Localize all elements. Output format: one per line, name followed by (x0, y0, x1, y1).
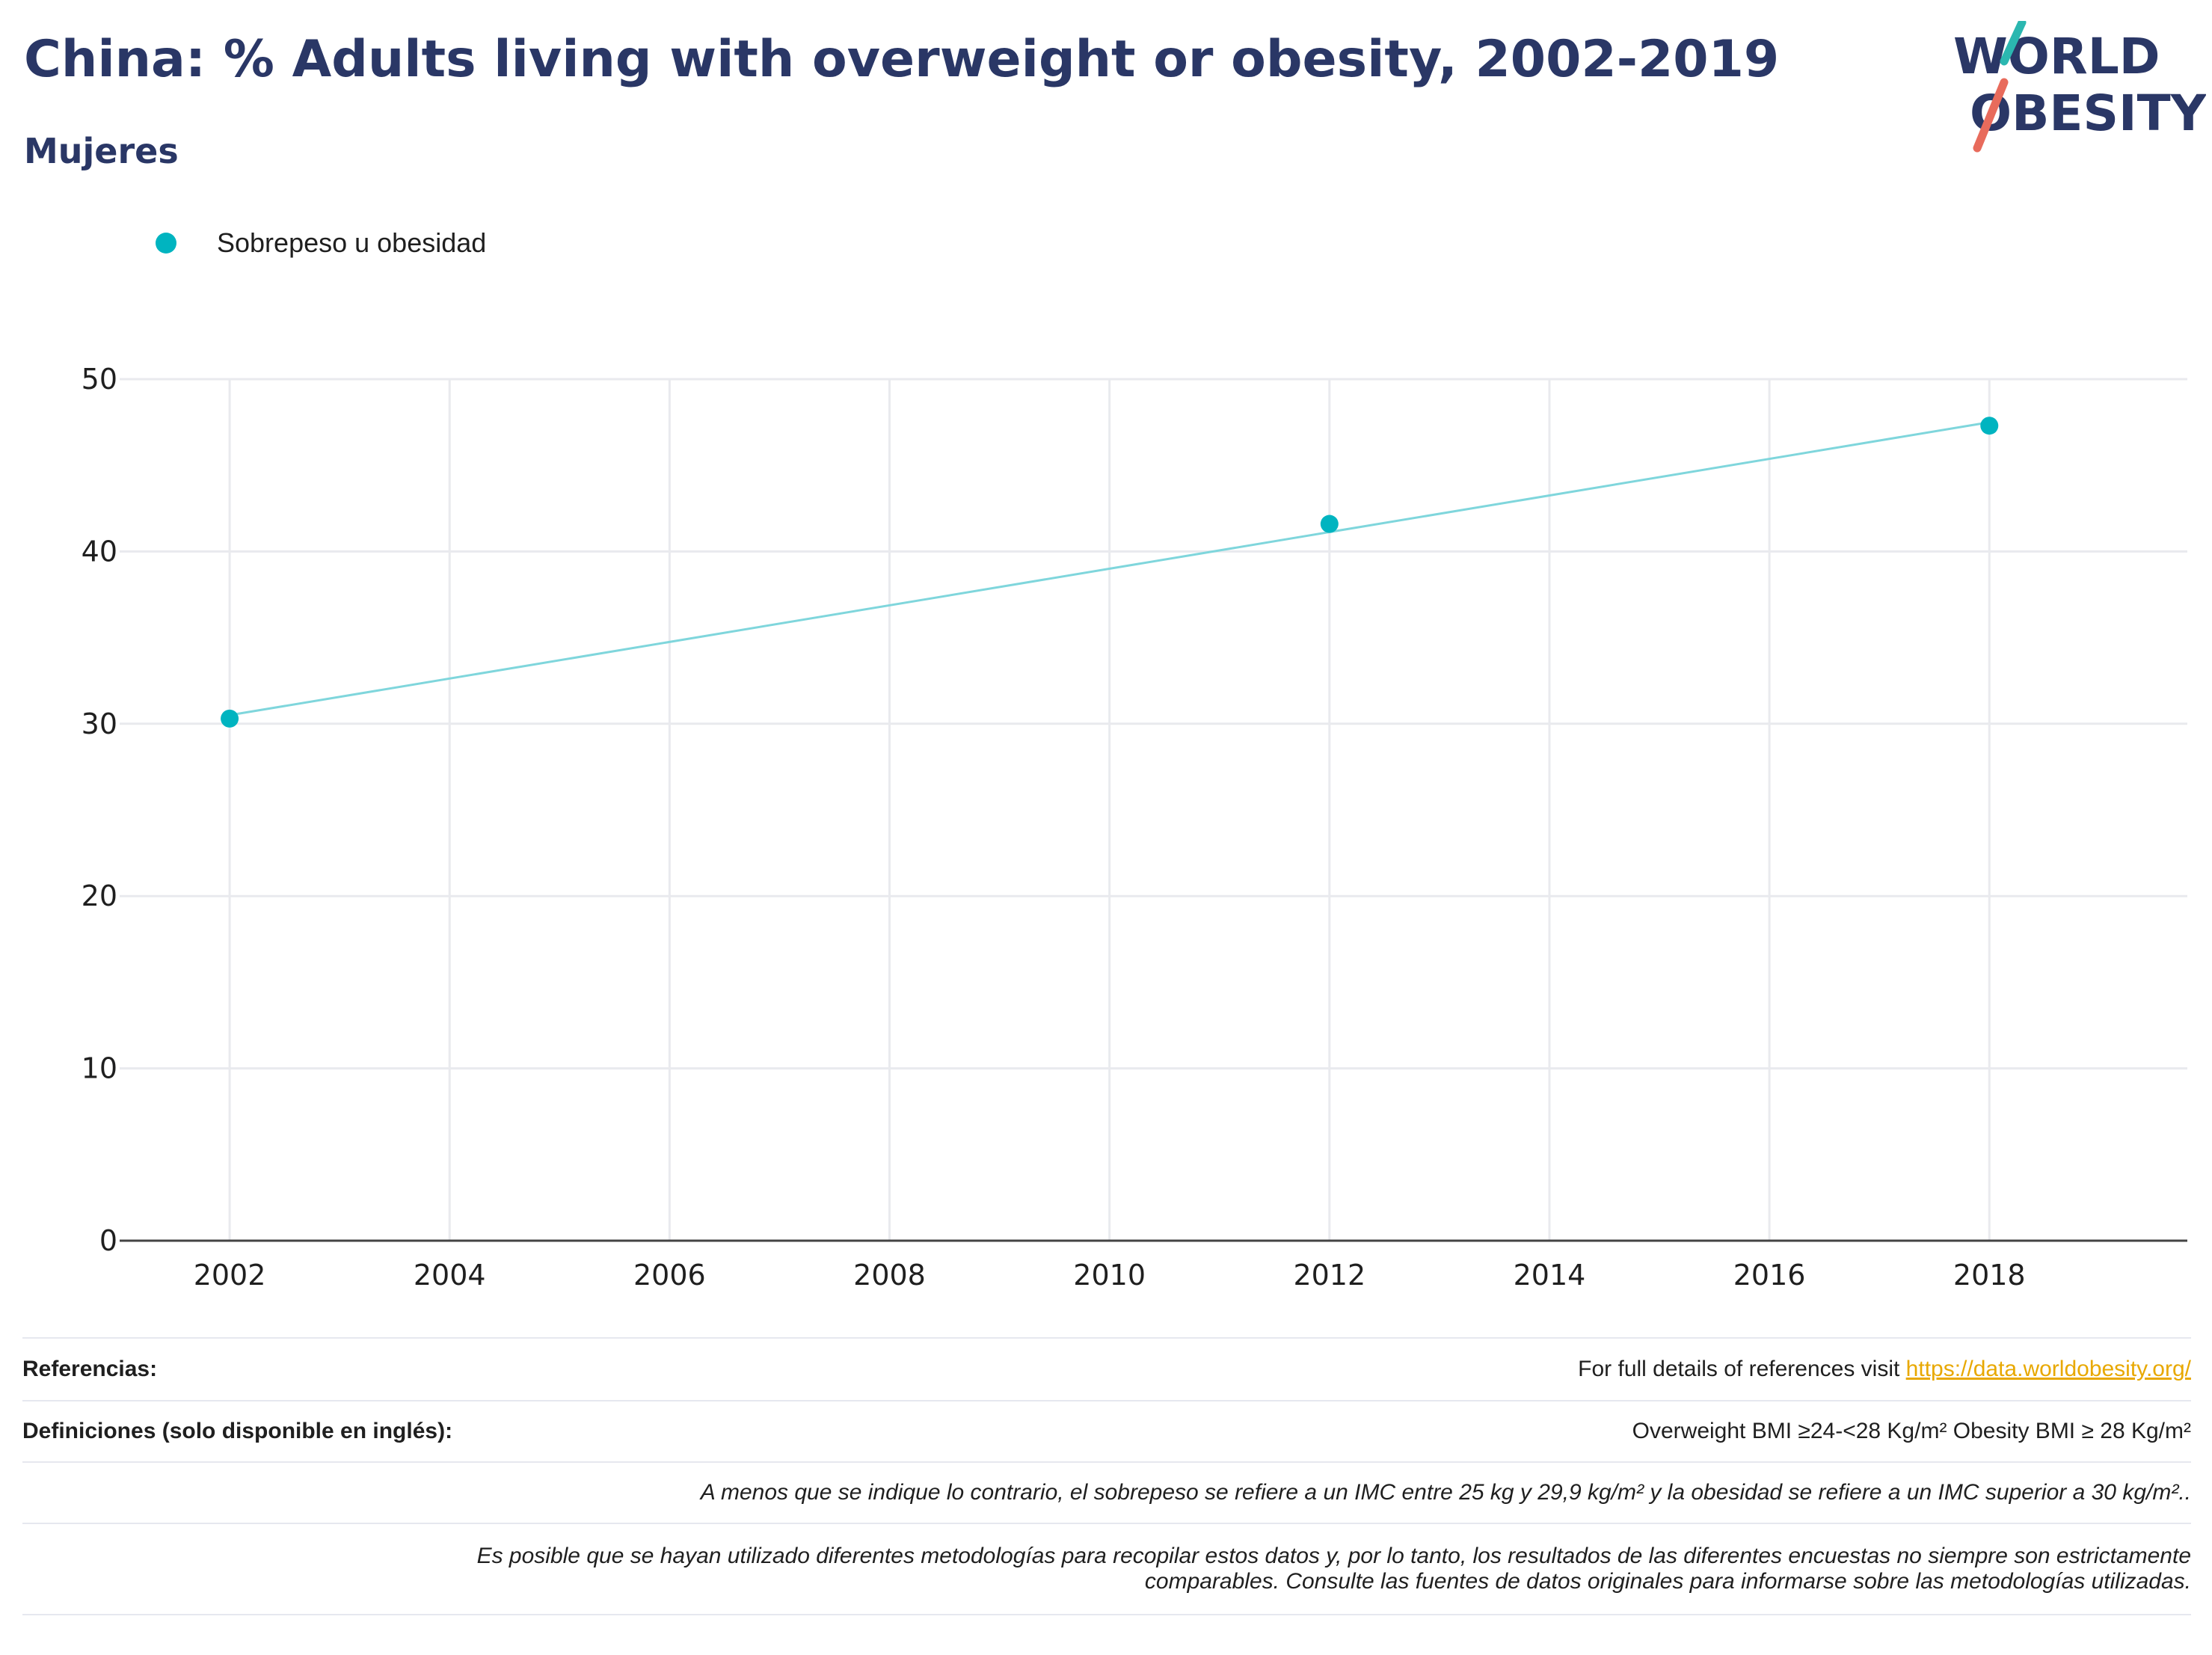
data-point (1320, 515, 1339, 533)
note-row-2: Es posible que se hayan utilizado difere… (22, 1523, 2191, 1615)
references-link[interactable]: https://data.worldobesity.org/ (1905, 1357, 2191, 1381)
logo-text-obesity: OBESITY (1970, 85, 2206, 142)
chart-legend[interactable]: Sobrepeso u obesidad (156, 224, 486, 262)
chart-footer: Referencias: For full details of referen… (22, 1337, 2191, 1615)
x-tick-label: 2004 (414, 1259, 486, 1292)
x-tick-label: 2010 (1073, 1259, 1146, 1292)
data-point (221, 709, 239, 728)
logo-slash-coral (1973, 78, 2009, 153)
y-tick-label: 30 (82, 707, 117, 740)
note-2-line-1: Es posible que se hayan utilizado difere… (476, 1544, 2191, 1568)
y-tick-label: 20 (82, 879, 117, 912)
definitions-label: Definiciones (solo disponible en inglés)… (22, 1419, 453, 1443)
logo-text-world: WORLD (1953, 28, 2160, 85)
x-tick-label: 2016 (1733, 1259, 1806, 1292)
grid (120, 378, 2187, 1241)
chart-title: China: % Adults living with overweight o… (24, 30, 1780, 89)
logo-slash-teal (2000, 21, 2027, 66)
line-chart: 2002 2004 2006 2008 2010 2012 2014 2016 2018 0 10 2… (82, 363, 2187, 1292)
axes: 2002 2004 2006 2008 2010 2012 2014 2016 2018 0 10 2… (82, 363, 2187, 1292)
y-tick-label: 40 (82, 535, 117, 568)
x-tick-label: 2018 (1953, 1259, 2026, 1292)
y-tick-label: 0 (99, 1224, 117, 1257)
definitions-row: Definiciones (solo disponible en inglés)… (22, 1400, 2191, 1461)
legend-marker (156, 233, 176, 254)
world-obesity-logo[interactable]: WORLD OBESITY (1944, 21, 2206, 156)
y-tick-label: 10 (82, 1052, 117, 1085)
y-tick-label: 50 (82, 363, 117, 396)
note-1: A menos que se indique lo contrario, el … (700, 1480, 2191, 1505)
chart-subtitle: Mujeres (24, 131, 179, 171)
data-point (1980, 417, 1999, 435)
note-2-line-2: comparables. Consulte las fuentes de dat… (1144, 1569, 2191, 1594)
references-value: For full details of references visit htt… (1578, 1357, 2191, 1382)
series-trend-line (229, 421, 1990, 716)
references-label: Referencias: (22, 1357, 158, 1381)
references-row: Referencias: For full details of referen… (22, 1337, 2191, 1400)
x-tick-label: 2012 (1293, 1259, 1365, 1292)
x-tick-label: 2014 (1514, 1259, 1586, 1292)
definitions-value: Overweight BMI ≥24-<28 Kg/m² Obesity BMI… (1632, 1419, 2191, 1443)
x-tick-label: 2006 (633, 1259, 706, 1292)
note-row-1: A menos que se indique lo contrario, el … (22, 1461, 2191, 1523)
x-tick-label: 2002 (194, 1259, 266, 1292)
legend-label: Sobrepeso u obesidad (217, 227, 487, 258)
series (221, 417, 1999, 728)
x-tick-label: 2008 (853, 1259, 926, 1292)
references-text: For full details of references visit (1578, 1357, 1906, 1381)
